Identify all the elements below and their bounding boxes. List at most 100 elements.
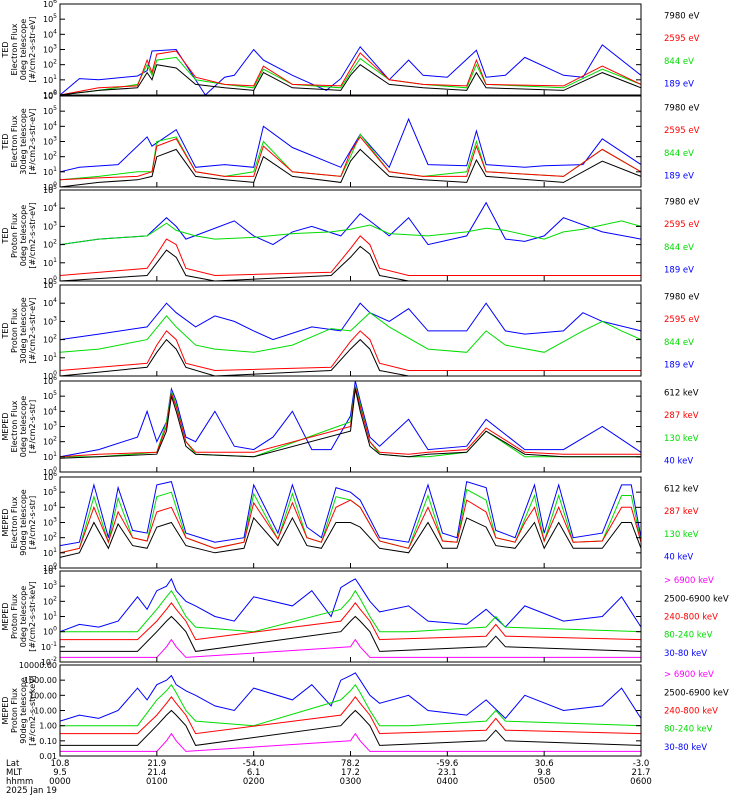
legend-entry: 189 eV — [664, 361, 694, 371]
series-2595-ev — [59, 136, 642, 181]
series-2500-6900-kev — [60, 615, 642, 652]
y-tick-label: 105 — [43, 184, 57, 195]
x-tick-label-lat: 10.8 — [51, 759, 70, 769]
series-130-kev — [59, 488, 642, 554]
y-axis-label: TEDElectron Flux30deg telescope[#/cm2-s-… — [1, 108, 37, 175]
y-tick-label: 102 — [43, 436, 57, 447]
panels: 100 101 102 103 104 105 106 TEDElectron Flux0de… — [1, 0, 729, 761]
series-40-kev — [59, 480, 642, 547]
legend-entry: 130 keV — [664, 530, 699, 540]
x-tick-label-hhmm: 0000 — [49, 777, 71, 787]
y-tick-label: 106 — [43, 0, 57, 9]
series-7980-ev — [59, 148, 642, 188]
y-axis-label: TEDElectron Flux0deg telescope[#/cm2-s-s… — [1, 16, 37, 82]
series-240-800-kev — [60, 695, 642, 735]
y-tick-label: 103 — [43, 220, 57, 231]
y-axis-label: MEPEDElectron Flux0deg telescope[#/cm2-s… — [1, 396, 37, 457]
y-tick-label: 101 — [43, 547, 57, 558]
panel-6: 100 101 102 103 104 105 106 MEPEDElectron Flux9… — [1, 471, 699, 573]
y-tick-label: 105 — [43, 279, 57, 290]
series-80-240-kev — [60, 589, 642, 633]
y-tick-label: 104 — [43, 297, 57, 308]
x-tick-label-mlt: 9.8 — [537, 768, 551, 778]
series-2595-ev — [59, 235, 641, 277]
series-40-kev — [59, 380, 642, 458]
x-tick-label-mlt: 9.5 — [53, 768, 67, 778]
series-612-kev — [59, 388, 641, 459]
series-240-800-kev — [60, 601, 642, 641]
legend-entry: 844 eV — [664, 243, 694, 253]
legend-entry: 287 keV — [664, 507, 699, 517]
series-612-kev — [59, 516, 642, 558]
series--6900-kev — [60, 638, 641, 658]
y-tick-label: 103 — [43, 315, 57, 326]
y-tick-label: 103 — [43, 421, 57, 432]
legend-entry: 2595 eV — [664, 220, 700, 230]
legend-entry: 40 keV — [664, 553, 693, 563]
x-tick-label-hhmm: 0200 — [243, 777, 265, 787]
legend-entry: 189 eV — [664, 80, 694, 90]
series-2595-ev — [59, 330, 641, 372]
y-tick-label: 100 — [43, 275, 57, 286]
x-tick-label-mlt: 21.7 — [632, 768, 651, 778]
y-tick-label: 106 — [43, 90, 57, 101]
legend-entry: 30-80 keV — [664, 649, 707, 659]
legend-entry: 40 keV — [664, 457, 693, 467]
y-tick-label: 10000.00 — [19, 661, 57, 670]
legend-entry: 189 eV — [664, 172, 694, 182]
y-tick-label: 102 — [43, 151, 57, 162]
series-189-ev — [59, 117, 642, 173]
x-tick-label-lat: 78.2 — [341, 759, 360, 769]
panel-8: 0.01 0.10 1.00 10.00 100.00 1000.00 10000.00 ME… — [1, 661, 729, 761]
x-tick-label-hhmm: 0600 — [630, 777, 652, 787]
x-row-label: Lat — [6, 759, 20, 769]
legend-entry: 30-80 keV — [664, 743, 707, 753]
y-tick-label: 100 — [43, 370, 57, 381]
x-tick-label-mlt: 6.1 — [247, 768, 261, 778]
legend-entry: 130 keV — [664, 434, 699, 444]
y-tick-label: 0.10 — [39, 737, 57, 746]
x-tick-label-lat: 21.9 — [147, 759, 166, 769]
panel-5: 100 101 102 103 104 105 106 MEPEDElectron Flux0… — [1, 375, 699, 477]
x-tick-label-hhmm: 0400 — [437, 777, 459, 787]
y-tick-label: 103 — [43, 136, 57, 147]
panel-2: 100 101 102 103 104 105 106 TEDElectron Flux30d… — [1, 90, 700, 192]
series-30-80-kev — [59, 672, 642, 722]
series-189-ev — [59, 44, 642, 96]
y-tick-label: 1.00 — [39, 722, 57, 731]
legend-entry: 844 eV — [664, 57, 694, 67]
y-tick-label: 102 — [43, 595, 57, 606]
y-tick-label: 106 — [43, 471, 57, 482]
y-tick-label: 104 — [43, 28, 57, 39]
y-tick-label: 101 — [43, 451, 57, 462]
legend-entry: 612 keV — [664, 388, 699, 398]
y-tick-label: 106 — [43, 375, 57, 386]
y-axis-label: MEPEDProton Flux0deg telescope[#/cm2-s-s… — [1, 581, 37, 652]
y-axis-label: TEDProton Flux30deg telescope[#/cm2-s-st… — [1, 297, 37, 364]
y-tick-label: 10-1 — [41, 641, 57, 652]
legend-entry: 287 keV — [664, 411, 699, 421]
y-tick-label: 101 — [43, 611, 57, 622]
series-30-80-kev — [59, 577, 642, 633]
y-tick-label: 102 — [43, 532, 57, 543]
series-7980-ev — [59, 64, 642, 96]
y-axis-label: TEDProton Flux0deg telescope[#/cm2-s-str… — [1, 202, 37, 268]
y-tick-label: 101 — [43, 257, 57, 268]
x-tick-label-hhmm: 0300 — [340, 777, 362, 787]
legend-entry: 2500-6900 keV — [664, 594, 729, 604]
x-tick-label-mlt: 21.4 — [147, 768, 166, 778]
series-844-ev — [59, 312, 642, 353]
legend-entry: 240-800 keV — [664, 613, 718, 623]
legend-entry: 844 eV — [664, 149, 694, 159]
panel-frame — [59, 3, 642, 96]
legend-entry: 2595 eV — [664, 34, 700, 44]
legend-entry: 612 keV — [664, 484, 699, 494]
y-tick-label: 100.00 — [29, 691, 57, 700]
series-80-240-kev — [60, 683, 642, 727]
legend-entry: 844 eV — [664, 338, 694, 348]
y-tick-label: 103 — [43, 517, 57, 528]
series-189-ev — [59, 302, 642, 341]
legend-entry: 7980 eV — [664, 197, 700, 207]
series-287-kev — [59, 499, 642, 554]
